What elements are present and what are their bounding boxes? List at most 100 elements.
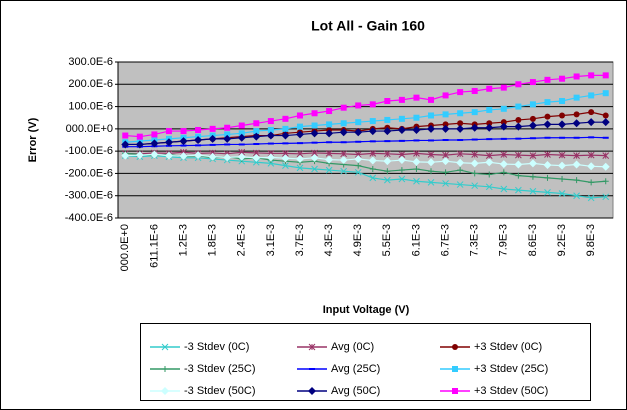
marker bbox=[135, 140, 144, 149]
series-line bbox=[125, 74, 606, 138]
marker bbox=[486, 85, 493, 92]
series-line bbox=[125, 151, 606, 157]
marker bbox=[588, 109, 595, 116]
legend-label: -3 Stdev (25C) bbox=[184, 363, 256, 375]
marker bbox=[121, 151, 130, 160]
marker bbox=[325, 155, 334, 164]
x-tick-label: 3.1E-3 bbox=[265, 224, 277, 256]
marker bbox=[601, 118, 610, 127]
x-axis-title: Input Voltage (V) bbox=[323, 304, 410, 316]
marker bbox=[164, 138, 173, 147]
marker bbox=[427, 178, 435, 186]
marker bbox=[544, 189, 551, 196]
series-line bbox=[125, 136, 606, 148]
marker bbox=[281, 131, 290, 140]
marker bbox=[282, 162, 289, 169]
marker bbox=[457, 110, 464, 117]
marker bbox=[267, 126, 274, 133]
marker bbox=[326, 121, 333, 128]
marker bbox=[471, 87, 478, 94]
marker bbox=[514, 122, 523, 131]
marker bbox=[238, 130, 245, 137]
x-tick-label: 1.8E-3 bbox=[207, 224, 219, 256]
marker bbox=[602, 112, 609, 119]
marker bbox=[413, 94, 420, 101]
marker bbox=[397, 156, 406, 165]
marker bbox=[354, 168, 362, 176]
x-tick-label: 3.7E-3 bbox=[294, 224, 306, 256]
marker bbox=[397, 125, 406, 134]
y-tick-label: -400.0E-6 bbox=[65, 212, 113, 224]
marker bbox=[311, 122, 318, 129]
marker bbox=[529, 115, 536, 122]
marker bbox=[252, 153, 261, 162]
marker bbox=[515, 81, 522, 88]
marker bbox=[355, 162, 362, 169]
marker bbox=[471, 151, 479, 158]
marker bbox=[339, 156, 348, 165]
marker bbox=[587, 151, 595, 159]
marker bbox=[384, 116, 391, 123]
marker bbox=[355, 119, 362, 126]
legend-label: +3 Stdev (25C) bbox=[474, 363, 548, 375]
marker bbox=[311, 165, 318, 173]
marker bbox=[295, 130, 304, 139]
marker bbox=[558, 190, 566, 197]
marker bbox=[398, 96, 405, 103]
marker bbox=[223, 134, 232, 143]
marker bbox=[601, 162, 610, 171]
marker bbox=[573, 94, 580, 101]
marker bbox=[587, 194, 595, 202]
x-tick-label: 6.7E-3 bbox=[439, 224, 451, 256]
marker bbox=[442, 111, 449, 118]
marker bbox=[369, 118, 376, 125]
marker bbox=[311, 110, 318, 117]
marker bbox=[340, 104, 347, 111]
marker bbox=[573, 73, 580, 80]
marker bbox=[486, 106, 493, 113]
marker bbox=[383, 127, 392, 136]
marker bbox=[267, 118, 274, 125]
marker bbox=[296, 164, 304, 172]
marker bbox=[529, 187, 537, 195]
marker bbox=[325, 129, 334, 138]
marker bbox=[544, 174, 551, 181]
marker bbox=[529, 173, 536, 180]
marker bbox=[485, 158, 494, 167]
marker bbox=[224, 131, 231, 138]
marker bbox=[164, 151, 173, 160]
marker bbox=[457, 120, 464, 127]
marker bbox=[588, 72, 595, 79]
x-tick-label: 9.8E-3 bbox=[585, 224, 597, 256]
series-line bbox=[125, 121, 606, 146]
legend-label: +3 Stdev (50C) bbox=[474, 385, 548, 397]
marker bbox=[266, 153, 275, 162]
marker bbox=[326, 108, 333, 115]
marker bbox=[413, 177, 420, 185]
marker bbox=[471, 109, 478, 116]
marker bbox=[499, 122, 508, 131]
marker bbox=[544, 113, 551, 120]
marker bbox=[310, 153, 319, 162]
marker bbox=[500, 151, 508, 158]
marker bbox=[368, 156, 377, 165]
marker bbox=[500, 169, 507, 176]
marker bbox=[499, 160, 508, 169]
marker bbox=[573, 111, 580, 118]
marker bbox=[209, 125, 216, 132]
marker bbox=[457, 89, 464, 96]
x-tick-label: 611.1E-6 bbox=[148, 224, 160, 268]
marker bbox=[544, 99, 551, 106]
marker bbox=[208, 134, 217, 143]
marker bbox=[369, 174, 377, 182]
marker bbox=[452, 344, 458, 350]
marker bbox=[529, 101, 536, 108]
marker bbox=[369, 150, 377, 157]
marker bbox=[151, 131, 158, 138]
y-tick-label: 100.0E-6 bbox=[68, 100, 113, 112]
marker bbox=[442, 151, 449, 159]
marker bbox=[325, 150, 333, 157]
marker bbox=[237, 133, 246, 142]
marker bbox=[428, 168, 435, 175]
marker bbox=[515, 186, 522, 194]
